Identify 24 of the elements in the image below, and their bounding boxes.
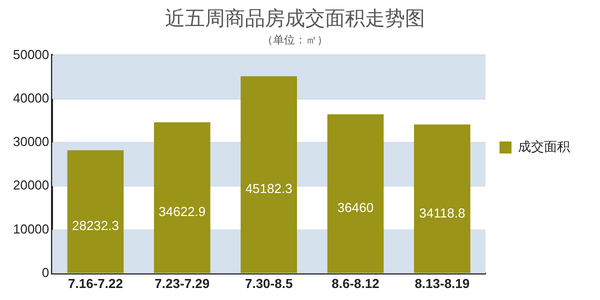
data-label: 34118.8 (419, 205, 466, 220)
y-tick-label: 40000 (12, 90, 50, 106)
x-tick-label: 7.30-8.5 (244, 276, 293, 291)
y-tick-label: 10000 (12, 221, 50, 236)
bar (414, 124, 470, 273)
chart-subtitle: （单位：㎡） (262, 33, 328, 46)
data-label: 28232.3 (72, 218, 119, 234)
chart-title: 近五周商品房成交面积走势图 (165, 6, 425, 30)
bar (154, 122, 210, 273)
bar (67, 150, 124, 273)
x-tick-label: 7.23-7.29 (154, 276, 210, 291)
y-tick-label: 20000 (12, 178, 50, 193)
y-tick-label: 50000 (12, 46, 50, 62)
x-tick-label: 8.13-8.19 (414, 276, 470, 291)
data-label: 45182.3 (245, 181, 292, 196)
x-tick-label: 7.16-7.22 (68, 276, 123, 291)
y-tick-label: 30000 (12, 134, 50, 150)
y-tick-label: 0 (42, 264, 50, 280)
legend-label: 成交面积 (518, 138, 570, 155)
x-tick-label: 8.6-8.12 (332, 276, 380, 291)
data-label: 34622.9 (158, 204, 206, 220)
bar (240, 76, 297, 273)
bar (327, 114, 384, 273)
data-label: 36460 (337, 200, 374, 216)
